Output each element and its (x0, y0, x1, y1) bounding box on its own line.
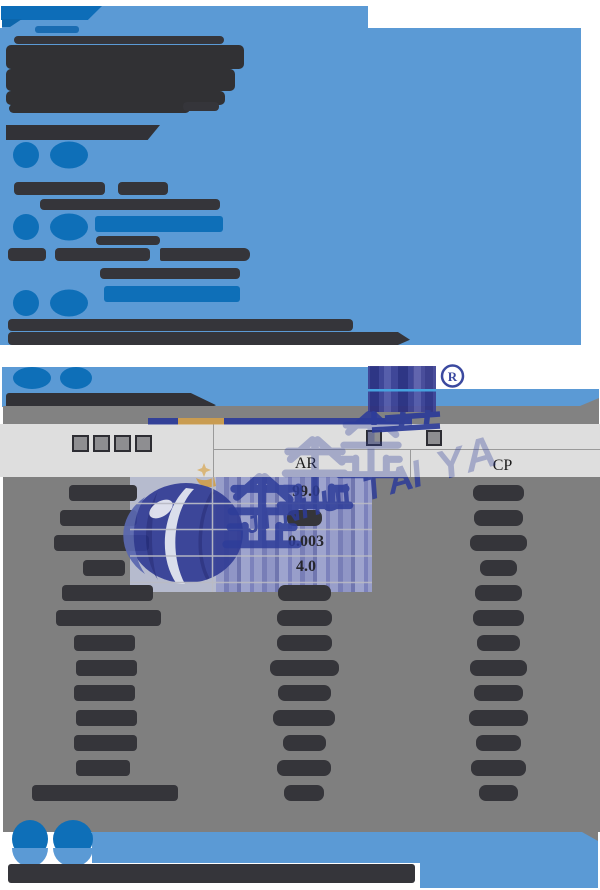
svg-text:R: R (448, 369, 458, 384)
